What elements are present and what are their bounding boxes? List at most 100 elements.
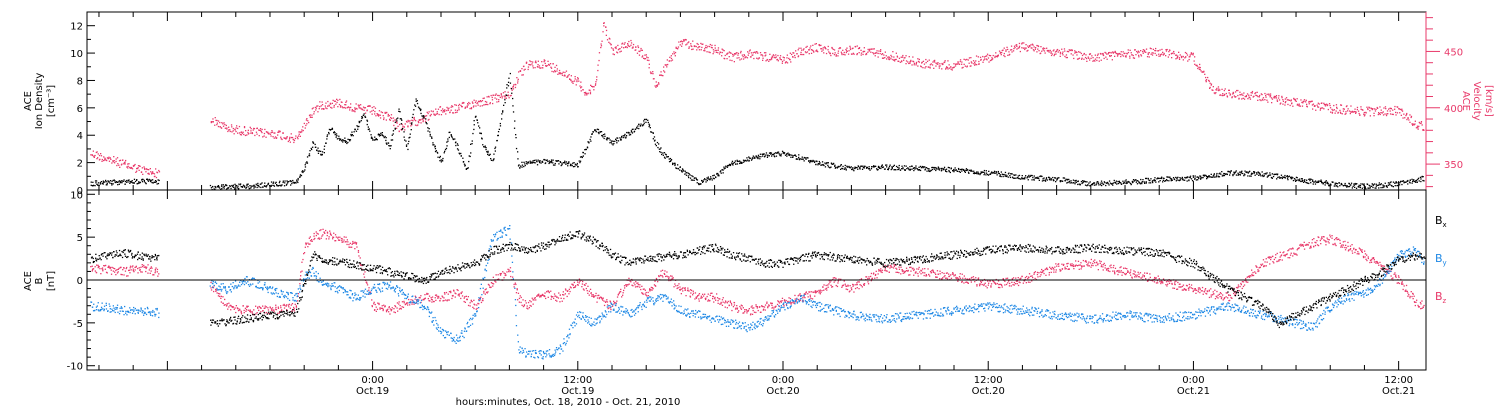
series-velocity-point [989, 59, 992, 62]
series-velocity-point [1221, 88, 1223, 90]
series-velocity-point [1175, 54, 1177, 56]
series-velocity-point [1231, 96, 1233, 98]
series-density-point [1152, 181, 1154, 184]
series-density-point [996, 174, 998, 176]
series-density-point [806, 157, 808, 159]
series-velocity-point [724, 54, 726, 57]
series-velocity-point [743, 54, 745, 56]
series-velocity-point [212, 121, 214, 123]
series-bz-point [301, 261, 303, 263]
series-density-point [359, 121, 361, 123]
series-density-point [456, 143, 459, 145]
series-velocity-point [1421, 124, 1423, 126]
series-velocity-point [1065, 56, 1067, 59]
series-velocity-point [1404, 117, 1406, 119]
series-velocity-point [1178, 57, 1180, 59]
series-bz-point [341, 239, 343, 242]
series-density-point [1005, 174, 1007, 176]
series-density-point [476, 119, 478, 121]
series-velocity-point [1253, 95, 1255, 97]
series-velocity-point [116, 164, 118, 167]
density-tick-label: 12 [70, 22, 83, 33]
series-velocity-point [632, 47, 634, 49]
series-velocity-point [279, 131, 281, 133]
series-velocity-point [567, 75, 569, 77]
series-density-point [1124, 180, 1126, 182]
series-density-point [954, 169, 957, 171]
series-velocity-point [265, 131, 268, 133]
series-velocity-point [598, 52, 601, 54]
series-velocity-point [261, 131, 263, 134]
series-bz-point [489, 286, 491, 288]
series-velocity-point [474, 101, 477, 104]
series-velocity-point [1120, 51, 1122, 53]
series-density-point [674, 163, 676, 165]
series-bz-point [457, 289, 459, 292]
series-density-point [554, 164, 556, 166]
series-velocity-point [302, 126, 304, 128]
series-velocity-point [542, 64, 544, 66]
series-bz-point [411, 301, 413, 304]
series-velocity-point [674, 55, 676, 57]
series-velocity-point [1210, 84, 1212, 86]
series-velocity-point [1341, 113, 1343, 115]
series-velocity-point [644, 54, 646, 56]
series-density-point [297, 179, 299, 181]
series-velocity-point [1213, 92, 1215, 94]
series-density-point [529, 162, 531, 164]
series-density-point [1162, 177, 1164, 179]
series-velocity-point [1348, 110, 1351, 112]
series-density-point [1026, 177, 1028, 179]
series-density-point [812, 159, 814, 162]
series-density-point [1082, 182, 1084, 184]
series-bz-point [424, 297, 426, 299]
series-bz-point [349, 246, 351, 248]
series-density-point [524, 163, 526, 165]
series-density-point [551, 160, 553, 162]
series-velocity-point [572, 80, 574, 83]
series-density-point [297, 181, 299, 184]
series-density-point [610, 141, 612, 143]
series-density-point [604, 133, 606, 135]
series-velocity-point [1240, 94, 1242, 96]
series-velocity-point [471, 101, 474, 103]
series-density-point [984, 172, 986, 174]
series-velocity-point [507, 94, 509, 96]
series-density-point [1375, 187, 1377, 189]
series-velocity-point [605, 34, 607, 36]
series-density-point [552, 159, 554, 161]
series-velocity-point [656, 84, 659, 86]
series-density-point [421, 115, 423, 117]
series-density-point [391, 139, 394, 141]
series-velocity-point [637, 46, 640, 49]
series-velocity-point [1086, 60, 1088, 62]
series-density-point [579, 160, 582, 162]
series-bz-point [258, 305, 260, 308]
series-velocity-point [546, 64, 548, 67]
series-density-point [105, 181, 107, 183]
series-velocity-point [1158, 55, 1160, 57]
series-velocity-point [1332, 109, 1334, 111]
series-velocity-point [224, 123, 226, 126]
series-velocity-point [609, 42, 611, 45]
series-density-point [1153, 180, 1156, 182]
series-density-point [930, 169, 932, 171]
series-velocity-point [1114, 52, 1117, 54]
series-velocity-point [225, 124, 227, 127]
series-bz-point [240, 313, 243, 315]
series-density-point [96, 183, 98, 185]
series-density-point [521, 164, 524, 166]
series-density-point [990, 172, 992, 174]
series-velocity-point [241, 132, 243, 134]
series-density-point [444, 148, 447, 151]
series-velocity-point [1320, 107, 1322, 109]
series-bz-point [429, 300, 431, 302]
series-density-point [1181, 176, 1183, 179]
series-density-point [928, 168, 930, 170]
series-velocity-point [1357, 110, 1360, 112]
series-density-point [1348, 183, 1350, 185]
series-density-point [1163, 177, 1165, 180]
series-bz-point [464, 296, 466, 298]
series-density-point [728, 163, 731, 166]
series-bz-point [343, 239, 345, 241]
